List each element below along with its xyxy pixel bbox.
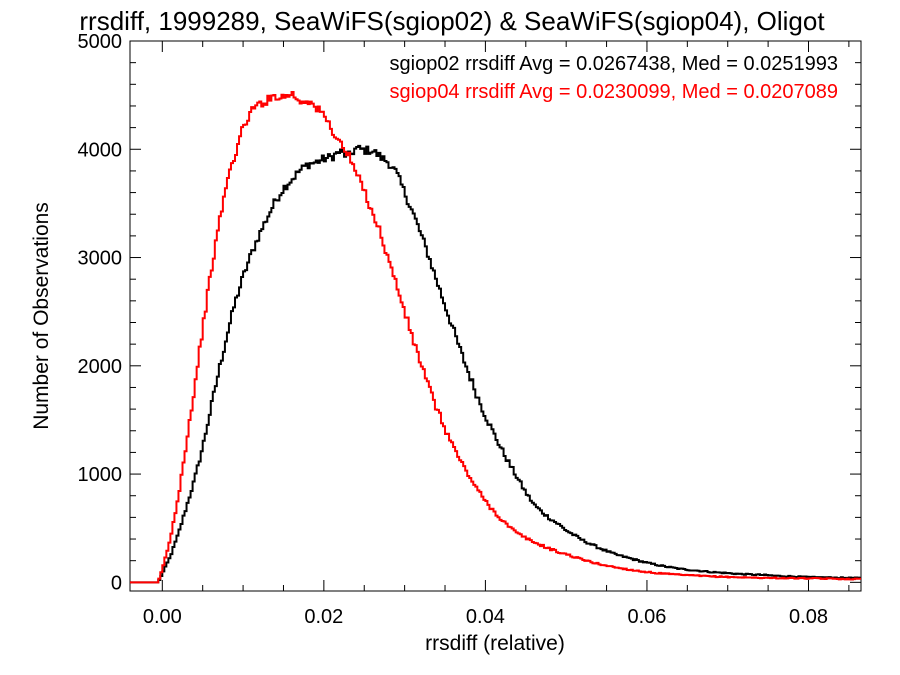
y-tick-label: 3000 [78, 248, 123, 270]
x-tick-label: 0.06 [627, 606, 666, 628]
series-group [130, 90, 861, 584]
x-tick-label: 0.04 [466, 606, 505, 628]
y-axis-label: Number of Observations [30, 202, 53, 430]
y-tick-label: 5000 [78, 31, 123, 53]
x-tick-label: 0.02 [304, 606, 343, 628]
y-tick-label: 0 [111, 572, 122, 594]
axis-tick-labels: 0.00 0.02 0.04 0.06 0.08 0 1000 2000 3000 4000 500… [78, 31, 828, 628]
chart-title: rrsdiff, 1999289, SeaWiFS(sgiop02) & Sea… [79, 6, 825, 36]
axis-ticks [130, 40, 861, 591]
series-stats-annotation-sgiop04: sgiop04 rrsdiff Avg = 0.0230099, Med = 0… [390, 81, 839, 103]
histogram-series-0 [130, 144, 861, 584]
x-tick-label: 0.08 [789, 606, 828, 628]
plot-frame [129, 40, 862, 592]
y-tick-label: 2000 [78, 356, 123, 378]
histogram-series-1 [130, 90, 861, 584]
y-tick-label: 4000 [78, 139, 123, 161]
x-tick-label: 0.00 [143, 606, 182, 628]
y-tick-label: 1000 [78, 464, 123, 486]
series-stats-annotation-sgiop02: sgiop02 rrsdiff Avg = 0.0267438, Med = 0… [390, 53, 839, 75]
x-axis-label: rrsdiff (relative) [425, 632, 565, 655]
